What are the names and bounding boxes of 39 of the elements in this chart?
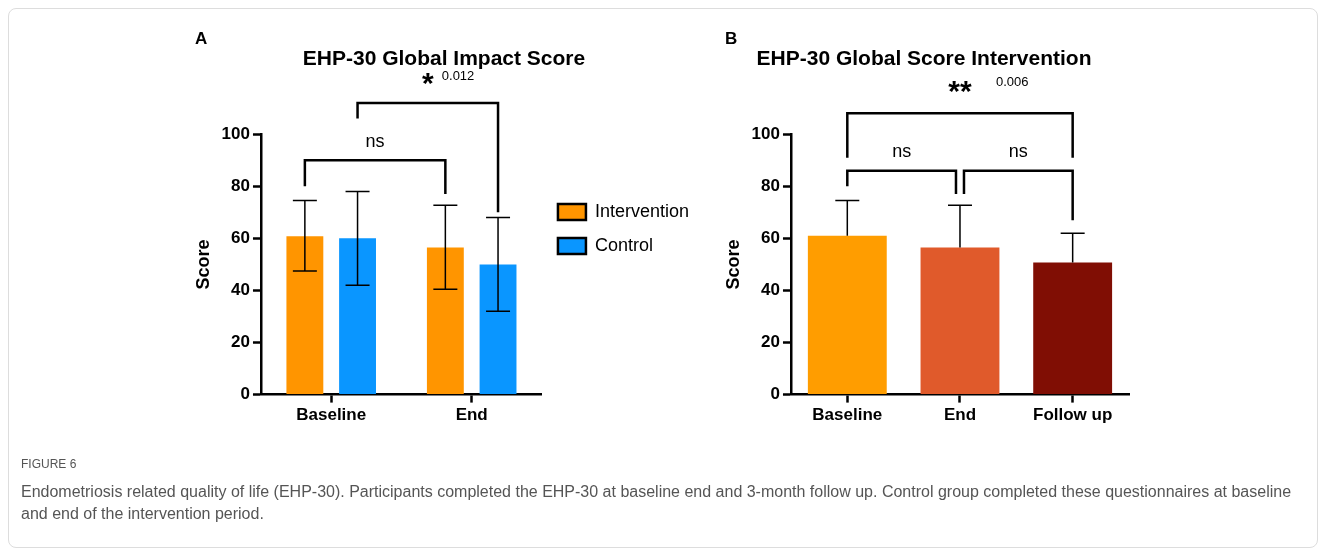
y-tick-label: 80 <box>761 175 780 195</box>
y-tick-label: 40 <box>761 280 780 300</box>
annotation: ns <box>892 141 912 162</box>
y-tick-label: 100 <box>751 123 780 143</box>
legend-label: Control <box>594 234 653 255</box>
x-tick-label: Baseline <box>296 405 367 425</box>
bar <box>286 236 324 395</box>
text: 0.006 <box>995 73 1029 89</box>
text: A <box>195 29 208 49</box>
annotation: ns <box>365 130 385 151</box>
text: ** <box>948 73 972 107</box>
x-tick-label: Baseline <box>812 405 883 425</box>
y-tick-label: 40 <box>231 280 250 300</box>
annotation: ns <box>1008 141 1028 162</box>
y-tick-label: 20 <box>761 332 780 352</box>
x-tick-label: Follow up <box>1033 405 1113 425</box>
bar <box>807 235 887 395</box>
bar <box>1033 262 1113 395</box>
y-tick-label: 0 <box>240 384 250 404</box>
legend-label: Intervention <box>594 200 689 221</box>
bar <box>920 247 1000 395</box>
chart-title: EHP-30 Global Score Intervention <box>756 46 1092 70</box>
y-tick-label: 0 <box>770 384 780 404</box>
x-tick-label: End <box>455 405 488 425</box>
text: 0.012 <box>441 68 475 84</box>
y-axis-title: Score <box>722 239 743 290</box>
y-tick-label: 20 <box>231 332 250 352</box>
x-tick-label: End <box>943 405 977 425</box>
y-tick-label: 60 <box>231 228 250 248</box>
text: Endometriosis related quality of life (EHP-30). Participants completed the EHP-30 at baseline end and 3-month follow up. Control group completed these questionnaires at baseline and end of the intervention period. <box>21 482 1293 524</box>
y-tick-label: 80 <box>231 175 250 195</box>
y-tick-label: 100 <box>221 123 250 143</box>
y-axis-title: Score <box>192 239 213 290</box>
y-tick-label: 60 <box>761 228 780 248</box>
bar <box>479 264 517 395</box>
bar <box>339 238 376 395</box>
text: B <box>725 29 738 49</box>
caption: FIGURE 6 <box>21 456 78 473</box>
bar <box>426 247 464 395</box>
